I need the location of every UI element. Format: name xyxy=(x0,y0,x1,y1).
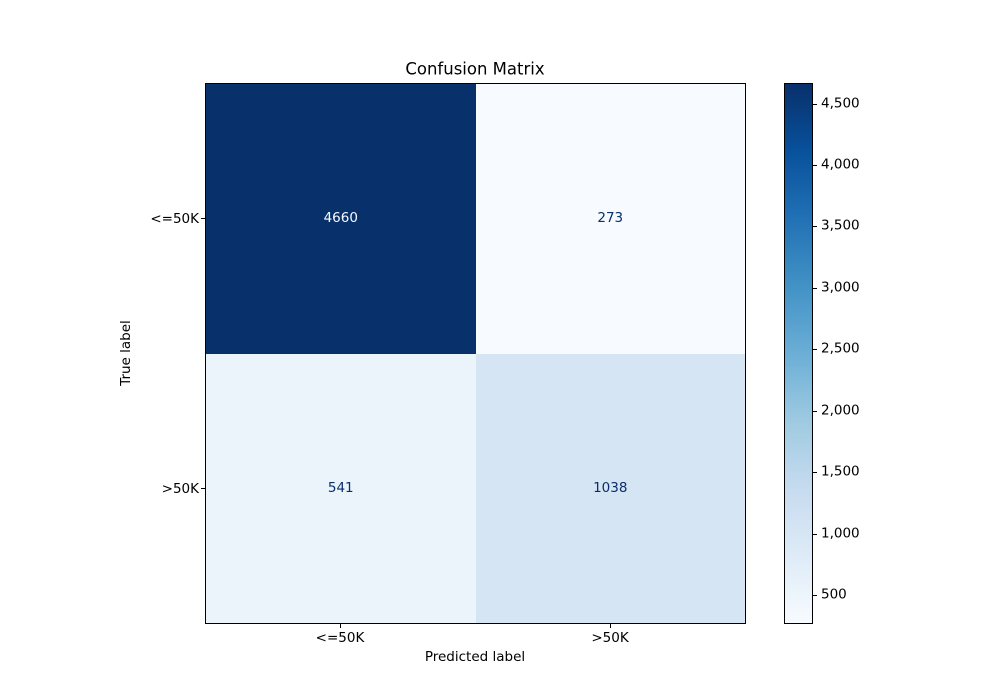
y-axis-label: True label xyxy=(118,320,134,386)
colorbar-tick-label: 1,000 xyxy=(821,525,860,542)
cell-value: 4660 xyxy=(323,210,358,226)
colorbar-tick-mark xyxy=(813,226,817,227)
colorbar-tick-label: 1,500 xyxy=(821,463,860,480)
x-tick-label-le50k: <=50K xyxy=(315,630,365,646)
colorbar-tick-label: 2,500 xyxy=(821,340,860,357)
matrix-cell-true-le50k-pred-le50k: 4660 xyxy=(206,84,476,354)
colorbar-tick-mark xyxy=(813,534,817,535)
cell-value: 541 xyxy=(327,479,354,496)
colorbar xyxy=(784,83,813,624)
colorbar-tick-mark xyxy=(813,288,817,289)
heatmap-matrix: 4660 273 541 1038 xyxy=(206,84,745,623)
matrix-cell-true-le50k-pred-gt50k: 273 xyxy=(475,84,745,354)
y-tick-mark xyxy=(201,488,205,489)
colorbar-gradient xyxy=(785,84,812,623)
plot-area: 4660 273 541 1038 xyxy=(205,83,746,624)
colorbar-tick-mark xyxy=(813,411,817,412)
chart-title: Confusion Matrix xyxy=(405,59,545,79)
colorbar-tick-label: 4,000 xyxy=(821,156,860,173)
colorbar-tick-label: 3,000 xyxy=(821,279,860,296)
x-tick-mark xyxy=(340,624,341,628)
x-axis-label: Predicted label xyxy=(424,649,526,665)
y-tick-mark xyxy=(201,218,205,219)
colorbar-tick-mark xyxy=(813,595,817,596)
colorbar-tick-mark xyxy=(813,165,817,166)
colorbar-tick-label: 500 xyxy=(821,586,847,603)
colorbar-tick-label: 2,000 xyxy=(821,402,860,419)
colorbar-tick-label: 4,500 xyxy=(821,95,860,112)
matrix-cell-true-gt50k-pred-le50k: 541 xyxy=(206,353,476,623)
colorbar-tick-mark xyxy=(813,104,817,105)
x-tick-mark xyxy=(610,624,611,628)
y-tick-label-le50k: <=50K xyxy=(150,210,199,227)
colorbar-tick-mark xyxy=(813,349,817,350)
x-tick-label-gt50k: >50K xyxy=(591,630,629,646)
colorbar-tick-mark xyxy=(813,472,817,473)
matrix-cell-true-gt50k-pred-gt50k: 1038 xyxy=(475,353,745,623)
cell-value: 273 xyxy=(597,210,624,226)
cell-value: 1038 xyxy=(593,479,628,496)
colorbar-tick-label: 3,500 xyxy=(821,217,860,234)
y-tick-label-gt50k: >50K xyxy=(161,480,199,497)
